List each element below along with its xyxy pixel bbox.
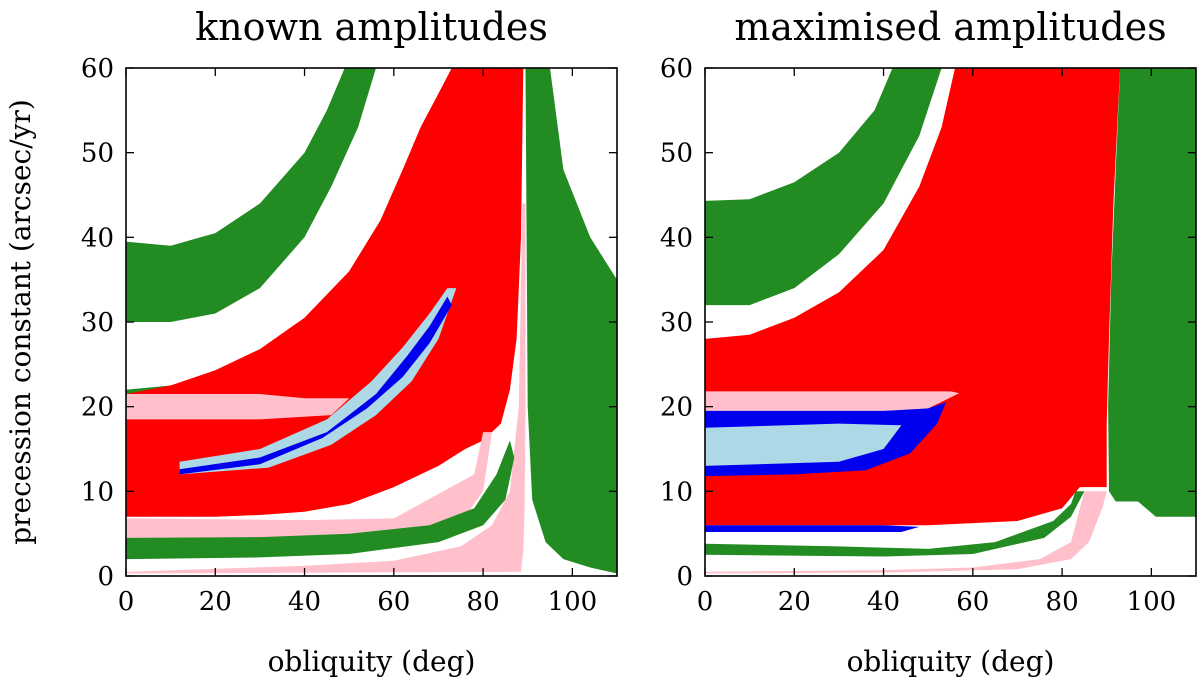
chart-title: known amplitudes xyxy=(195,5,548,49)
region-blue-low-strip xyxy=(705,525,920,532)
panel-1: 0 20 40 60 80 100 0 10 20 30 40 50 60 known amplitude… xyxy=(4,5,618,678)
region-pink-lower xyxy=(126,432,492,547)
x-tick-label: 20 xyxy=(199,587,232,617)
y-tick-label: 10 xyxy=(81,477,114,507)
chart-title: maximised amplitudes xyxy=(734,5,1166,49)
x-tick-label: 20 xyxy=(778,587,811,617)
x-tick-label: 80 xyxy=(467,587,500,617)
region-green-right-fan xyxy=(525,68,617,574)
region-pink-strips xyxy=(126,394,350,420)
y-tick-label: 60 xyxy=(81,54,114,84)
y-tick-label: 20 xyxy=(81,393,114,423)
regions xyxy=(126,68,617,574)
y-tick-label: 10 xyxy=(660,477,693,507)
region-pink-center-column xyxy=(126,203,526,574)
x-tick-label: 60 xyxy=(956,587,989,617)
y-tick-label: 20 xyxy=(660,393,693,423)
x-tick-label: 0 xyxy=(118,587,135,617)
y-tick-label: 0 xyxy=(676,562,693,592)
y-axis-label: precession constant (arcsec/yr) xyxy=(4,99,37,545)
region-green-right-block xyxy=(1108,68,1196,517)
x-axis-label: obliquity (deg) xyxy=(268,645,476,678)
x-tick-label: 0 xyxy=(697,587,714,617)
region-blue-band xyxy=(179,296,452,475)
y-tick-label: 40 xyxy=(660,223,693,253)
region-green-upper-block xyxy=(705,68,942,306)
y-tick-label: 30 xyxy=(660,308,693,338)
x-tick-label: 40 xyxy=(288,587,321,617)
x-tick-label: 100 xyxy=(548,587,598,617)
x-tick-label: 60 xyxy=(377,587,410,617)
regions xyxy=(705,68,1196,574)
x-axis-label: obliquity (deg) xyxy=(847,645,1055,678)
region-lightblue-band xyxy=(705,423,902,466)
y-tick-label: 0 xyxy=(97,562,114,592)
x-tick-label: 100 xyxy=(1127,587,1177,617)
y-tick-label: 50 xyxy=(660,139,693,169)
y-tick-label: 60 xyxy=(660,54,693,84)
y-tick-label: 30 xyxy=(81,308,114,338)
x-tick-label: 40 xyxy=(867,587,900,617)
x-tick-label: 80 xyxy=(1046,587,1079,617)
region-green-bottom-arcs xyxy=(126,440,515,560)
region-green-upper-arcs xyxy=(126,68,376,322)
y-tick-label: 40 xyxy=(81,223,114,253)
y-tick-label: 50 xyxy=(81,139,114,169)
panel-2: 0 20 40 60 80 100 0 10 20 30 40 50 60 maximised ampli… xyxy=(660,5,1197,678)
region-green-lower-arcs xyxy=(705,491,1085,557)
